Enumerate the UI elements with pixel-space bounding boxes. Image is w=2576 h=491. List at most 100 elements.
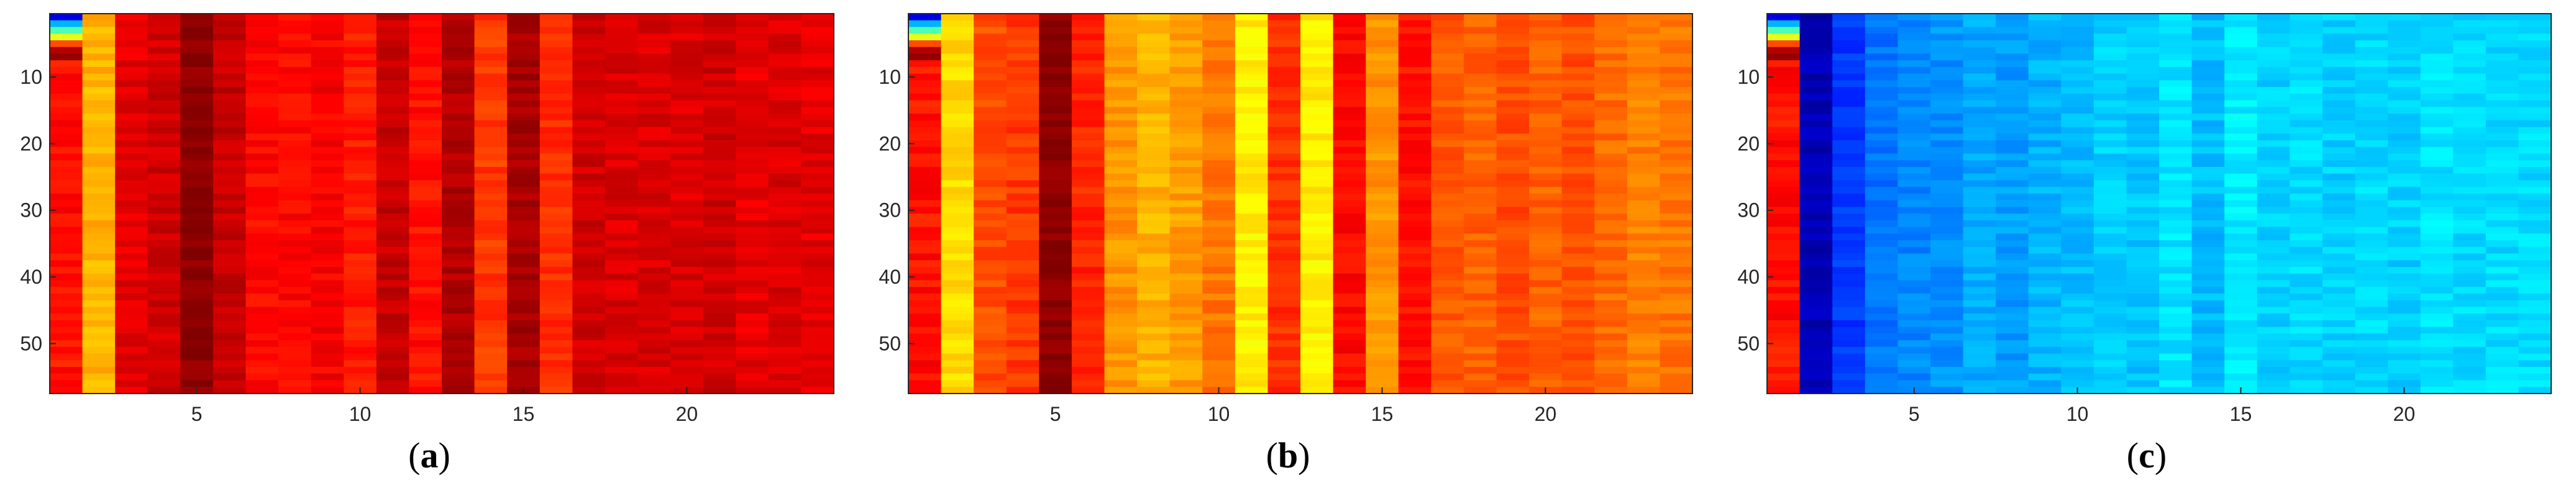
heatmap-cell xyxy=(2224,253,2258,261)
heatmap-cell xyxy=(2093,200,2127,207)
heatmap-cell xyxy=(703,14,736,21)
heatmap-cell xyxy=(1898,313,1931,321)
heatmap-cell xyxy=(1104,53,1138,61)
heatmap-cell xyxy=(212,260,247,268)
heatmap-cell xyxy=(1267,320,1301,328)
heatmap-cell xyxy=(1594,260,1628,268)
heatmap-cell xyxy=(1898,166,1931,174)
heatmap-cell xyxy=(1398,214,1432,221)
heatmap-cell xyxy=(2061,353,2094,361)
heatmap-cell xyxy=(2420,293,2454,301)
heatmap-cell xyxy=(2126,233,2160,241)
heatmap-cell xyxy=(637,66,671,74)
heatmap-cell xyxy=(376,180,410,187)
heatmap-cell xyxy=(2159,367,2193,374)
heatmap-cell xyxy=(1235,287,1269,294)
heatmap-cell xyxy=(1431,180,1464,187)
heatmap-cell xyxy=(1398,66,1432,74)
heatmap-cell xyxy=(278,353,312,361)
heatmap-cell xyxy=(768,307,802,314)
heatmap-cell xyxy=(147,380,181,387)
heatmap-cell xyxy=(1529,60,1563,68)
heatmap-cell xyxy=(1930,253,1964,261)
heatmap-cell xyxy=(1660,240,1693,248)
heatmap-cell xyxy=(572,47,606,55)
heatmap-cell xyxy=(1529,327,1563,334)
heatmap-cell xyxy=(474,227,508,234)
heatmap-cell xyxy=(1300,333,1334,341)
heatmap-cell xyxy=(442,373,475,381)
heatmap-cell xyxy=(1366,153,1399,161)
heatmap-cell xyxy=(115,233,148,241)
heatmap-cell xyxy=(2485,307,2519,314)
heatmap-cell xyxy=(1996,260,2029,268)
heatmap-cell xyxy=(1398,93,1432,101)
heatmap-cell xyxy=(1660,114,1693,121)
heatmap-cell xyxy=(1300,246,1334,255)
heatmap-cell xyxy=(2093,14,2127,21)
heatmap-cell xyxy=(1071,100,1105,107)
heatmap-cell xyxy=(409,53,442,61)
heatmap-cell xyxy=(1930,140,1964,148)
heatmap-cell xyxy=(1832,20,1866,28)
heatmap-cell xyxy=(1300,60,1334,68)
heatmap-cell xyxy=(278,87,312,94)
heatmap-cell xyxy=(605,300,639,308)
heatmap-cell xyxy=(2126,387,2160,394)
heatmap-cell xyxy=(2485,140,2519,148)
heatmap-cell xyxy=(2191,114,2225,121)
heatmap-cell xyxy=(2322,66,2356,74)
heatmap-cell xyxy=(2159,60,2193,68)
heatmap-cell xyxy=(1039,253,1072,261)
heatmap-cell xyxy=(1137,53,1171,61)
heatmap-cell xyxy=(605,307,639,314)
heatmap-cell xyxy=(2290,307,2323,314)
heatmap-cell xyxy=(1431,166,1464,174)
heatmap-cell xyxy=(2028,373,2062,381)
heatmap-cell xyxy=(2224,367,2258,374)
heatmap-cell xyxy=(2388,120,2421,128)
heatmap-cell xyxy=(311,200,344,207)
heatmap-cell xyxy=(1366,60,1399,68)
heatmap-cell xyxy=(768,373,802,381)
heatmap-cell xyxy=(1529,173,1563,181)
heatmap-cell xyxy=(2420,120,2454,128)
heatmap-cell xyxy=(1137,73,1171,81)
heatmap-cell xyxy=(1627,260,1661,268)
heatmap-cell xyxy=(1594,280,1628,287)
heatmap-cell xyxy=(1832,114,1866,121)
heatmap-cell xyxy=(1235,114,1269,121)
heatmap-cell xyxy=(1267,327,1301,334)
heatmap-cell xyxy=(2126,240,2160,248)
heatmap-cell xyxy=(1594,100,1628,107)
heatmap-cell xyxy=(1398,280,1432,287)
heatmap-cell xyxy=(1767,153,1801,161)
heatmap-cell xyxy=(1137,253,1171,261)
heatmap-cell xyxy=(1996,207,2029,214)
heatmap-cell xyxy=(1202,20,1236,28)
heatmap-cell xyxy=(1398,373,1432,381)
heatmap-cell xyxy=(1463,173,1497,181)
heatmap-cell xyxy=(1996,233,2029,241)
heatmap-cell xyxy=(1561,367,1595,374)
heatmap-cell xyxy=(801,114,834,121)
heatmap-cell xyxy=(1660,14,1693,21)
heatmap-cell xyxy=(2485,227,2519,234)
heatmap-cell xyxy=(1930,246,1964,255)
heatmap-cell xyxy=(637,193,671,201)
heatmap-cell xyxy=(1431,100,1464,107)
heatmap-cell xyxy=(1767,127,1801,134)
heatmap-cell xyxy=(1767,53,1801,61)
heatmap-cell xyxy=(474,20,508,28)
heatmap-cell xyxy=(2061,14,2094,21)
heatmap-cell xyxy=(1006,380,1039,387)
heatmap-cell xyxy=(2355,267,2388,274)
heatmap-cell xyxy=(539,233,573,241)
heatmap-cell xyxy=(1137,240,1171,248)
heatmap-cell xyxy=(1594,180,1628,187)
heatmap-cell xyxy=(344,187,377,194)
heatmap-cell xyxy=(703,313,736,321)
heatmap-cell xyxy=(212,327,247,334)
heatmap-cell xyxy=(2388,207,2421,214)
heatmap-cell xyxy=(1071,166,1105,174)
